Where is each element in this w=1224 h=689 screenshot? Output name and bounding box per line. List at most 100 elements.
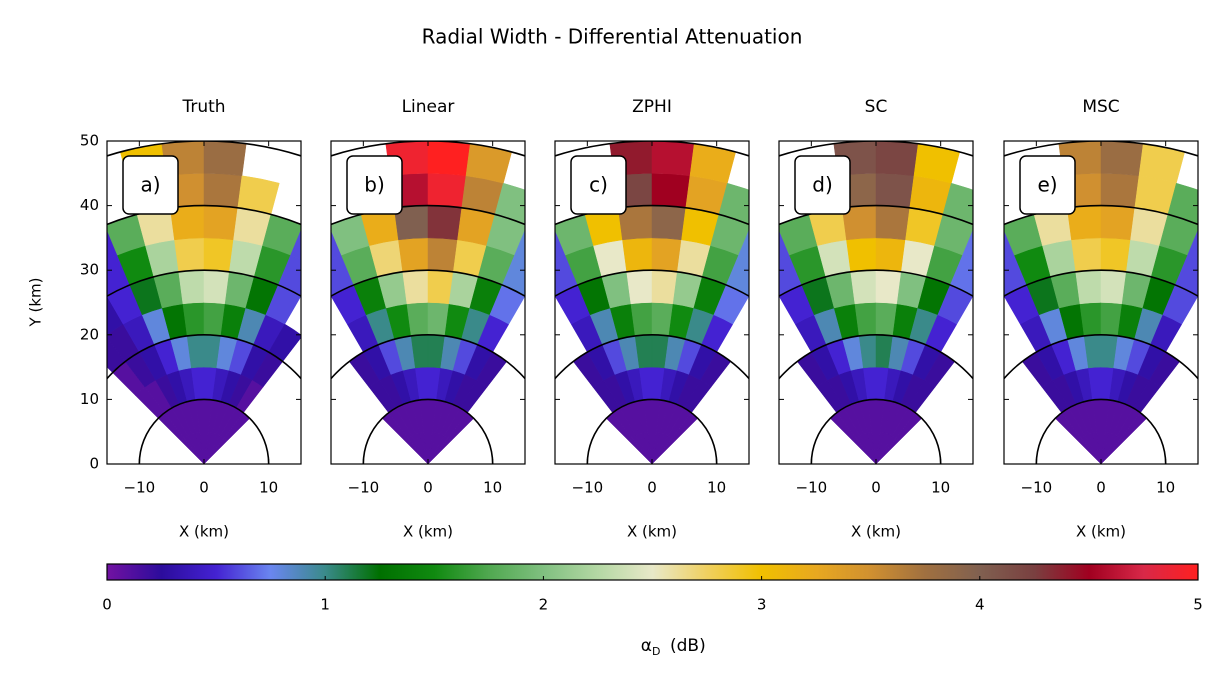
range-ring: [107, 334, 301, 380]
y-tick-label: 10: [80, 390, 99, 408]
colorbar-tick-label: 3: [757, 596, 767, 614]
panel-title: Truth: [181, 97, 225, 117]
y-tick-label: 50: [80, 132, 99, 150]
y-tick-label: 40: [80, 196, 99, 214]
field-cell: [1004, 229, 1015, 261]
field-cell: [174, 237, 205, 273]
panel-label: d): [812, 173, 833, 197]
colorbar-label-symbol: α: [641, 636, 652, 656]
field-cell: [962, 229, 973, 261]
field-cell: [1100, 173, 1140, 209]
field-cell: [1100, 205, 1136, 241]
range-ring: [107, 204, 301, 226]
x-tick-label: 0: [199, 479, 209, 497]
range-ring: [555, 334, 749, 380]
x-tick-label: 10: [707, 479, 726, 497]
panel-label-box: [1019, 155, 1076, 215]
x-axis-label: X (km): [851, 523, 901, 541]
field-cell: [427, 205, 463, 241]
x-tick-label: −10: [348, 479, 380, 497]
range-ring: [1004, 204, 1198, 226]
range-ring: [779, 204, 973, 226]
field-cell: [514, 229, 525, 261]
field-cell: [555, 229, 566, 261]
x-tick-label: −10: [1021, 479, 1053, 497]
panel-label: b): [364, 173, 385, 197]
x-tick-label: 10: [1156, 479, 1175, 497]
x-axis-label: X (km): [627, 523, 677, 541]
panel-label-box: [346, 155, 403, 215]
x-tick-label: −10: [124, 479, 156, 497]
field-cell: [203, 173, 243, 209]
range-ring: [331, 204, 525, 226]
field-cell: [875, 237, 906, 273]
x-tick-label: 10: [931, 479, 950, 497]
field-cell: [1187, 229, 1198, 261]
y-tick-label: 30: [80, 261, 99, 279]
field-cell: [846, 237, 877, 273]
field-cell: [1100, 141, 1144, 177]
x-axis-label: X (km): [179, 523, 229, 541]
field-cell: [107, 229, 118, 261]
range-ring: [331, 269, 525, 298]
panel-title: Linear: [402, 97, 455, 117]
field-cell: [203, 205, 239, 241]
field-cell: [331, 229, 342, 261]
field-cell: [779, 229, 790, 261]
field-cell: [651, 205, 687, 241]
field-cell: [402, 269, 429, 305]
field-cell: [427, 237, 458, 273]
range-ring: [555, 269, 749, 298]
panel-plot: [779, 141, 973, 464]
panel-label: a): [140, 173, 160, 197]
panel-title: SC: [865, 97, 888, 117]
x-tick-label: −10: [572, 479, 604, 497]
panel-title: MSC: [1082, 97, 1119, 117]
x-tick-label: 0: [423, 479, 433, 497]
field-cell: [850, 269, 877, 305]
x-tick-label: 0: [1096, 479, 1106, 497]
panel-label-box: [570, 155, 627, 215]
field-cell: [875, 173, 915, 209]
range-ring: [555, 204, 749, 226]
field-cell: [738, 229, 749, 261]
field-cell: [290, 229, 301, 261]
field-cell: [398, 237, 429, 273]
field-cell: [107, 295, 124, 336]
field-cell: [203, 237, 234, 273]
colorbar-label-unit: (dB): [670, 636, 706, 656]
field-cell: [875, 141, 919, 177]
panel-label-box: [794, 155, 851, 215]
colorbar-tick-label: 5: [1193, 596, 1203, 614]
range-ring: [1004, 334, 1198, 380]
y-axis-label: Y (km): [27, 278, 45, 328]
x-tick-label: 0: [647, 479, 657, 497]
field-cell: [427, 141, 471, 177]
panel-label-box: [122, 155, 179, 215]
colorbar-tick-label: 0: [102, 596, 112, 614]
field-cell: [622, 237, 653, 273]
colorbar-tick-label: 2: [539, 596, 549, 614]
panel-plot: [331, 141, 525, 464]
field-cell: [651, 141, 695, 177]
range-ring: [779, 334, 973, 380]
range-ring: [779, 269, 973, 298]
colorbar-tick-label: 1: [320, 596, 330, 614]
range-ring: [107, 269, 301, 298]
range-ring: [331, 334, 525, 380]
x-axis-label: X (km): [1076, 523, 1126, 541]
x-tick-label: 10: [259, 479, 278, 497]
range-ring: [1004, 269, 1198, 298]
y-tick-label: 0: [89, 455, 99, 473]
field-cell: [1075, 269, 1102, 305]
x-axis-label: X (km): [403, 523, 453, 541]
figure-title: Radial Width - Differential Attenuation: [422, 25, 803, 49]
x-tick-label: 0: [871, 479, 881, 497]
x-tick-label: −10: [796, 479, 828, 497]
panel-title: ZPHI: [632, 97, 672, 117]
field-cell: [178, 269, 205, 305]
field-cell: [626, 269, 653, 305]
colorbar: [106, 563, 1199, 581]
field-cell: [427, 173, 467, 209]
